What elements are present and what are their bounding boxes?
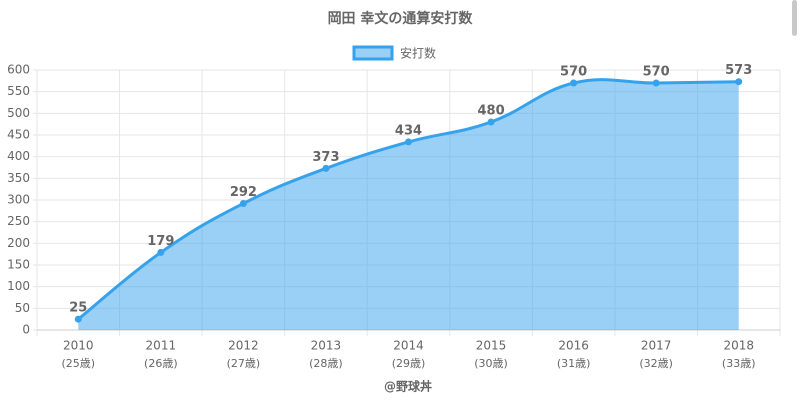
y-tick-label: 150 xyxy=(7,258,30,272)
y-tick-label: 400 xyxy=(7,149,30,163)
y-tick-label: 0 xyxy=(22,323,30,337)
x-tick-sublabel: (27歳) xyxy=(227,357,261,370)
x-tick-sublabel: (26歳) xyxy=(144,357,178,370)
y-tick-label: 100 xyxy=(7,279,30,293)
x-tick-sublabel: (30歳) xyxy=(474,357,508,370)
x-tick-sublabel: (33歳) xyxy=(722,357,756,370)
y-tick-label: 300 xyxy=(7,193,30,207)
chart-title: 岡田 幸文の通算安打数 xyxy=(328,10,474,27)
x-tick-sublabel: (25歳) xyxy=(61,357,95,370)
point xyxy=(652,79,660,87)
point xyxy=(735,78,743,86)
y-tick-label: 500 xyxy=(7,106,30,120)
x-tick-label: 2016 xyxy=(558,339,589,353)
y-tick-label: 250 xyxy=(7,214,30,228)
x-tick-sublabel: (29歳) xyxy=(392,357,426,370)
data-label: 570 xyxy=(560,65,587,80)
x-tick-sublabel: (28歳) xyxy=(309,357,343,370)
x-tick-label: 2018 xyxy=(723,339,754,353)
x-tick-sublabel: (31歳) xyxy=(557,357,591,370)
x-tick-label: 2017 xyxy=(641,339,672,353)
area-fill xyxy=(78,79,739,330)
point xyxy=(405,138,412,146)
scrollbar xyxy=(792,0,797,36)
x-tick-sublabel: (32歳) xyxy=(639,357,673,370)
point xyxy=(239,199,247,207)
point xyxy=(322,164,330,172)
credit: @野球丼 xyxy=(384,379,432,394)
legend-swatch xyxy=(352,45,394,61)
data-label: 570 xyxy=(643,65,670,80)
y-tick-label: 200 xyxy=(7,236,30,250)
point xyxy=(570,79,578,87)
data-label: 292 xyxy=(230,185,257,200)
x-tick-label: 2012 xyxy=(228,339,259,353)
y-tick-label: 550 xyxy=(7,84,30,98)
y-tick-label: 600 xyxy=(7,63,30,77)
x-tick-label: 2011 xyxy=(146,339,177,353)
point xyxy=(487,118,495,126)
point xyxy=(157,248,165,256)
point xyxy=(74,315,82,323)
data-label: 25 xyxy=(69,301,87,316)
data-label: 480 xyxy=(477,104,504,119)
data-label: 434 xyxy=(395,123,422,138)
x-tick-label: 2014 xyxy=(393,339,424,353)
legend-label: 安打数 xyxy=(400,46,436,61)
y-tick-label: 450 xyxy=(7,128,30,142)
data-label: 179 xyxy=(147,234,174,249)
data-label: 573 xyxy=(725,63,752,78)
data-label: 373 xyxy=(312,150,339,165)
x-tick-label: 2015 xyxy=(476,339,507,353)
x-tick-label: 2010 xyxy=(63,339,94,353)
y-tick-label: 350 xyxy=(7,171,30,185)
x-tick-label: 2013 xyxy=(311,339,342,353)
y-tick-label: 50 xyxy=(15,301,30,315)
